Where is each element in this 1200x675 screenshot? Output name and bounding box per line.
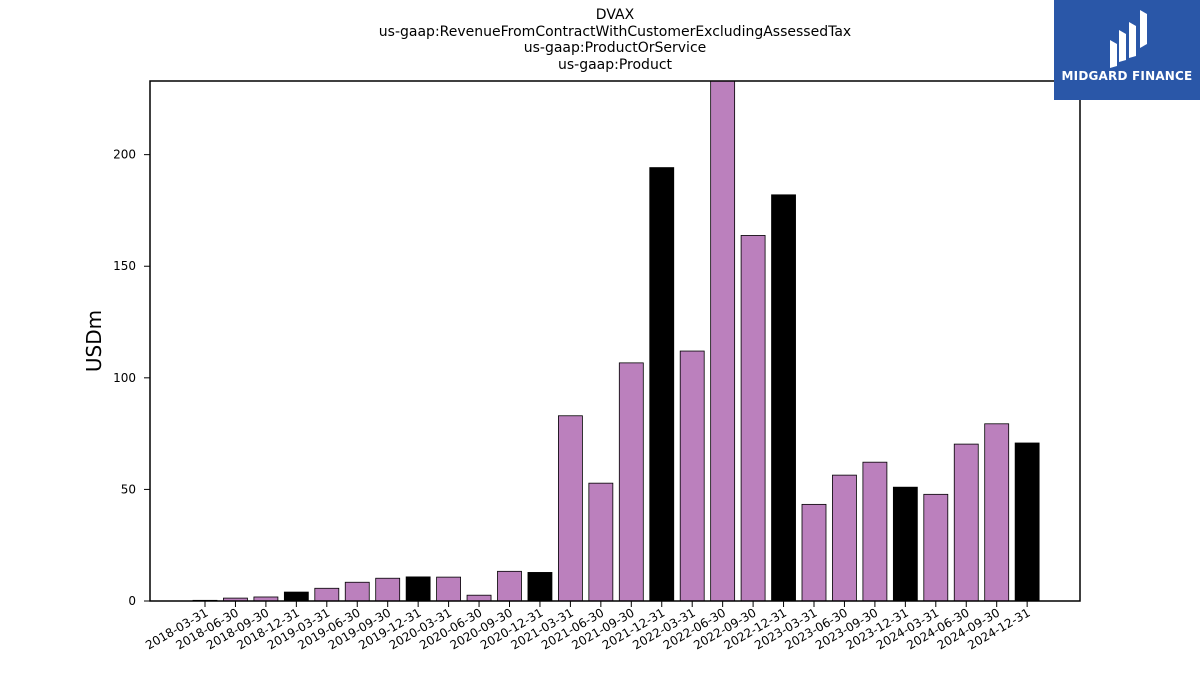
bar-2022-06-30 [710,80,736,602]
bar-2020-06-30 [466,594,492,602]
chart-title-member: us-gaap:Product [557,57,673,73]
y-tick-label: 50 [121,482,136,496]
midgard-finance-logo: MIDGARD FINANCE [1054,0,1200,100]
y-axis-label: USDm [82,310,106,372]
bar-2023-06-30 [832,474,857,602]
chart-title-concept: us-gaap:RevenueFromContractWithCustomerE… [378,24,852,40]
bar-2019-03-31 [314,587,340,602]
chart-title-axis: us-gaap:ProductOrService [523,40,707,56]
y-tick-label: 150 [113,259,136,273]
bar-2020-03-31 [436,576,462,602]
bar-2024-03-31 [923,493,949,602]
bar-2021-09-30 [618,362,644,602]
bar-2019-12-31 [405,576,431,602]
midgard-logo-icon [1110,10,1147,68]
bars-group [192,80,1040,602]
bar-2024-06-30 [953,443,979,602]
bar-2020-09-30 [497,570,522,602]
chart-title-ticker: DVAX [595,7,635,23]
bar-2024-09-30 [984,423,1010,602]
plot-frame [149,80,1081,602]
bar-2023-03-31 [801,503,827,602]
bar-2019-09-30 [375,577,401,602]
bar-2023-12-31 [892,486,918,602]
bar-2022-03-31 [679,350,705,602]
bar-2019-06-30 [344,581,370,602]
bar-2021-12-31 [649,167,675,602]
y-tick-label: 0 [128,594,136,608]
bar-2020-12-31 [527,572,553,602]
bar-2022-09-30 [740,235,766,602]
y-tick-label: 100 [113,371,136,385]
bar-2022-12-31 [771,194,796,602]
bar-2021-06-30 [588,482,614,602]
bar-2021-03-31 [558,415,583,602]
logo-text: MIDGARD FINANCE [1061,69,1193,83]
x-axis: 2018-03-312018-06-302018-09-302018-12-31… [143,601,1033,652]
y-tick-label: 200 [113,148,136,162]
bar-2023-09-30 [862,461,888,602]
bar-2018-12-31 [283,591,309,602]
bar-2024-12-31 [1014,442,1040,602]
y-axis: 0 50 100 150 200 [113,148,150,608]
